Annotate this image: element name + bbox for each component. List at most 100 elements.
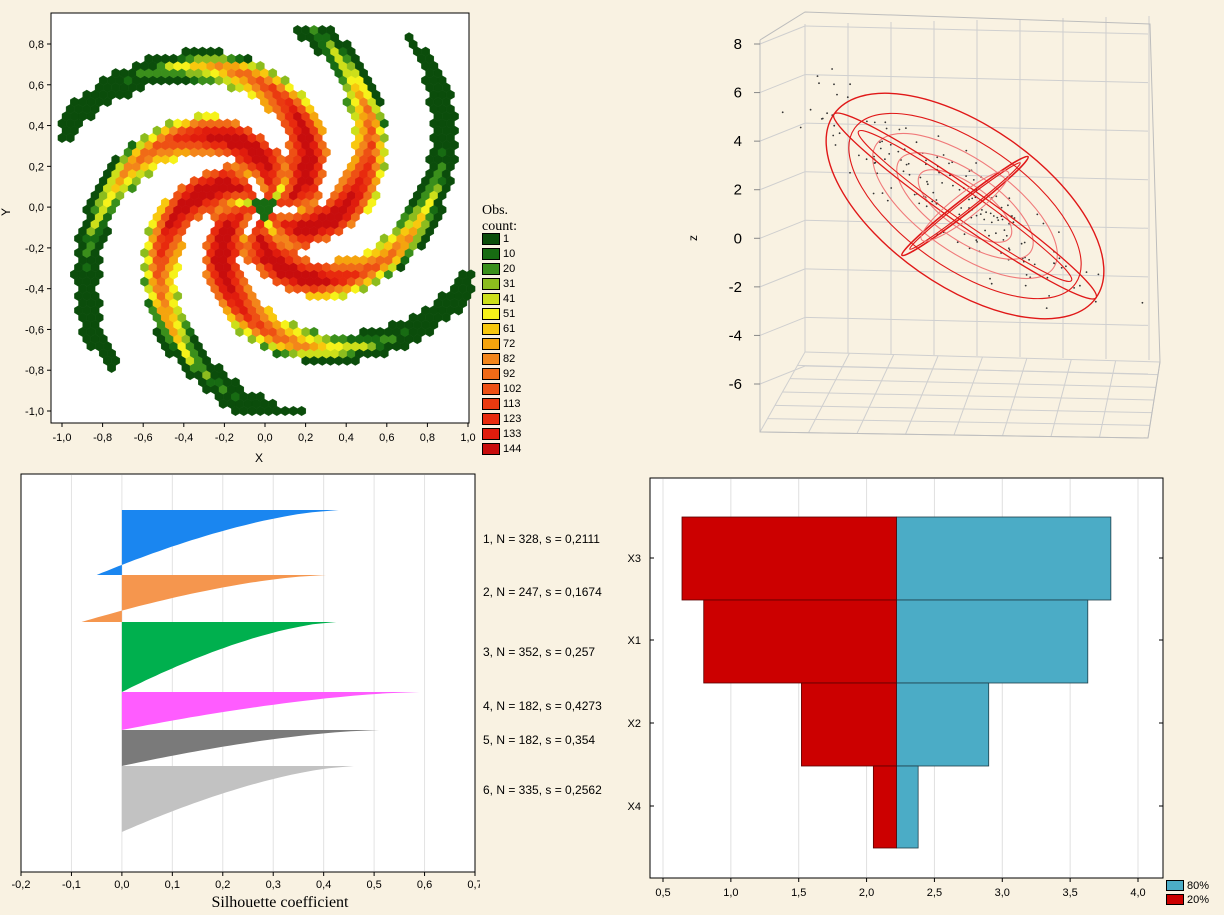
e3d-ellipse	[920, 170, 1010, 242]
e3d-point	[881, 192, 884, 195]
e3d-z-tick-label: 6	[734, 85, 742, 102]
ellipsoid-zlabel: z	[690, 235, 700, 241]
hexbin-cell	[297, 89, 306, 100]
e3d-point	[879, 141, 881, 144]
e3d-point	[1097, 273, 1100, 276]
e3d-point	[1025, 274, 1028, 276]
legend-swatch	[482, 247, 500, 260]
e3d-ellipse	[857, 130, 1073, 282]
e3d-ellipse	[872, 132, 1058, 280]
hexbin-cell	[268, 398, 277, 409]
e3d-point	[1065, 265, 1067, 268]
silhouette-band	[121, 730, 380, 766]
e3d-point	[1007, 204, 1009, 207]
pyramid-x-tick-label: 2,0	[859, 887, 874, 899]
hexbin-cell	[301, 255, 311, 266]
legend-label: 80%	[1187, 879, 1210, 892]
legend-label: 102	[503, 382, 522, 395]
e3d-point	[979, 213, 982, 216]
e3d-point	[990, 282, 993, 285]
silhouette-x-tick-label: -0,1	[62, 879, 81, 891]
e3d-point	[975, 162, 977, 164]
legend-label: 123	[503, 412, 522, 425]
pyramid-x-tick-label: 0,5	[655, 887, 670, 899]
pyramid-x-tick-label: 2,5	[927, 887, 942, 899]
obs-count-legend-item: 20	[482, 261, 515, 276]
e3d-grid-line	[789, 378, 1157, 388]
e3d-point	[997, 219, 1000, 222]
e3d-point	[1046, 276, 1049, 279]
e3d-point	[884, 158, 886, 161]
silhouette-x-tick-label: -0,2	[12, 879, 31, 891]
legend-label: 51	[503, 307, 516, 320]
hexbin-cell	[214, 46, 224, 57]
e3d-point	[888, 153, 891, 155]
legend-swatch	[482, 232, 500, 245]
e3d-point	[985, 211, 987, 214]
e3d-point	[873, 162, 876, 165]
obs-count-legend-item: 10	[482, 246, 515, 261]
silhouette-chart: -0,2 -0,1 0,0 0,1 0,2 0,3 0,4 0,5 0,6 0,7 Silhoue…	[12, 473, 480, 911]
e3d-point	[948, 162, 950, 165]
e3d-point	[879, 147, 882, 150]
legend-swatch	[482, 382, 500, 395]
e3d-grid-line	[782, 391, 1155, 401]
legend-label: 31	[503, 277, 516, 290]
e3d-grid-line	[759, 219, 806, 239]
e3d-grid-line	[759, 122, 806, 142]
pyramid-bar-80	[896, 599, 1089, 684]
pyramid-x-tick-label: 1,0	[723, 887, 738, 899]
e3d-point	[832, 134, 835, 137]
silhouette-x-tick-label: 0,4	[316, 879, 331, 891]
silhouette-cluster-label: 1, N = 328, s = 0,2111	[483, 532, 600, 546]
silhouette-cluster-label: 2, N = 247, s = 0,1674	[483, 585, 602, 599]
legend-swatch	[482, 397, 500, 410]
e3d-point	[975, 214, 978, 217]
hexbin-cell	[326, 25, 335, 36]
e3d-ellipse	[848, 112, 1082, 300]
e3d-point	[925, 205, 928, 208]
e3d-point	[884, 121, 887, 124]
e3d-point	[820, 118, 823, 120]
pyramid-x-tick-label: 1,5	[791, 887, 806, 899]
silhouette-x-tick-label: 0,6	[417, 879, 432, 891]
obs-count-legend-item: 92	[482, 366, 515, 381]
obs-count-legend-item: 61	[482, 321, 515, 336]
e3d-z-tick-label: 0	[734, 230, 742, 247]
silhouette-band	[81, 575, 327, 622]
e3d-point	[956, 241, 959, 244]
pyramid-legend-item: 80%	[1166, 879, 1209, 892]
e3d-point	[1012, 221, 1015, 224]
e3d-grid-line	[759, 171, 806, 191]
hexbin-cell	[272, 147, 282, 158]
hexbin-cell	[256, 391, 265, 402]
e3d-point	[984, 229, 986, 232]
hexbin-cell	[342, 39, 352, 50]
legend-label: 20	[503, 262, 516, 275]
silhouette-x-tick-label: 0,2	[215, 879, 230, 891]
e3d-point	[1094, 300, 1097, 303]
e3d-point	[968, 198, 970, 201]
hexbin-y-tick-label: 0,6	[29, 80, 44, 92]
hexbin-x-tick-label: -0,6	[134, 432, 153, 444]
e3d-point	[995, 195, 998, 198]
obs-count-legend-item: 1	[482, 231, 509, 246]
obs-count-legend-item: 113	[482, 396, 521, 411]
obs-count-legend-item: 102	[482, 381, 521, 396]
e3d-point	[873, 155, 875, 158]
legend-swatch	[482, 427, 500, 440]
hexbin-panel: -1,0 -0,8 -0,6 -0,4 -0,2 0,0 0,2 0,4 0,6 0,8 1,0 0,…	[0, 0, 540, 470]
e3d-point	[886, 199, 889, 202]
legend-swatch	[482, 292, 500, 305]
hexbin-x-tick-label: 0,6	[379, 432, 394, 444]
e3d-point	[833, 83, 835, 86]
silhouette-cluster-label: 4, N = 182, s = 0,4273	[483, 699, 602, 713]
e3d-z-tick-label: 4	[734, 133, 742, 150]
e3d-point	[935, 199, 938, 201]
e3d-point	[897, 150, 900, 153]
e3d-point	[846, 96, 849, 99]
e3d-point	[876, 172, 879, 175]
legend-swatch	[482, 307, 500, 320]
e3d-point	[965, 175, 967, 178]
e3d-z-tick-label: 8	[734, 36, 742, 53]
